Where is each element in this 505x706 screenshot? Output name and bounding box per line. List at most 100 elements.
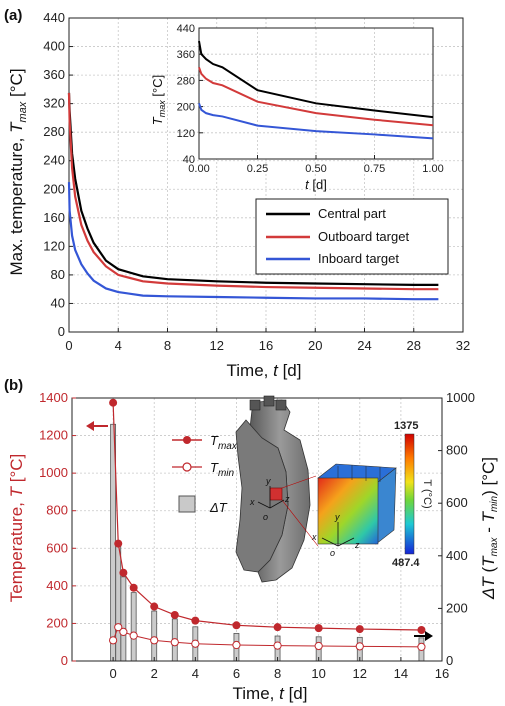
x-tick-label: 24 <box>357 338 371 353</box>
y2-tick-label: 800 <box>446 443 468 458</box>
tmax-point <box>150 603 158 611</box>
tmax-point <box>130 584 138 592</box>
x-tick-label: 0.50 <box>305 163 326 175</box>
legend-label-dt: ΔT <box>209 500 228 515</box>
dt-bar <box>131 593 136 661</box>
series-line-tmin <box>113 627 421 647</box>
y-tick-label: 200 <box>177 102 195 114</box>
x-tick-label: 6 <box>233 666 240 681</box>
y2-tick-label: 200 <box>446 600 468 615</box>
y-tick-label: 440 <box>177 23 195 35</box>
inset-xlabel: t [d] <box>305 177 327 192</box>
y-tick-label: 320 <box>43 96 65 111</box>
x-tick-label: 0.75 <box>364 163 385 175</box>
svg-text:x: x <box>311 532 317 542</box>
y-tick-label: 800 <box>46 503 68 518</box>
tmax-point <box>171 611 179 619</box>
panel-b-xlabel: Time, t [d] <box>233 684 308 703</box>
svg-text:y: y <box>334 512 340 522</box>
y-tick-label: 240 <box>43 153 65 168</box>
x-tick-label: 16 <box>259 338 273 353</box>
x-tick-label: 4 <box>192 666 199 681</box>
dt-bar <box>121 577 126 661</box>
tmin-point <box>356 643 363 650</box>
svg-text:o: o <box>330 548 335 558</box>
tmax-point <box>315 624 323 632</box>
tmax-point <box>232 621 240 629</box>
y-tick-label: 280 <box>43 124 65 139</box>
legend-marker-tmin <box>183 463 191 471</box>
dt-bar <box>116 545 121 661</box>
x-tick-label: 0.25 <box>247 163 268 175</box>
y-tick-label: 80 <box>51 267 65 282</box>
y-tick-label: 400 <box>43 39 65 54</box>
x-tick-label: 10 <box>311 666 325 681</box>
component-illustration: y x z o y x z o 1375 487.4 T (°C) <box>236 396 433 582</box>
y-tick-label: 120 <box>43 238 65 253</box>
colorbar: 1375 487.4 T (°C) <box>392 420 433 569</box>
panel-b-legend: Tmax Tmin ΔT <box>172 433 238 515</box>
x-tick-label: 12 <box>353 666 367 681</box>
tmax-point <box>109 399 117 407</box>
svg-text:o: o <box>263 512 268 522</box>
y2-tick-label: 400 <box>446 548 468 563</box>
x-tick-label: 2 <box>151 666 158 681</box>
legend-marker-tmax <box>183 436 191 444</box>
tmin-point <box>151 637 158 644</box>
y-tick-label: 400 <box>46 578 68 593</box>
y-tick-label: 200 <box>46 615 68 630</box>
y2-tick-label: 0 <box>446 653 453 668</box>
highlight-block <box>270 488 282 500</box>
tmax-point <box>191 617 199 625</box>
tmin-point <box>233 641 240 648</box>
panel-a-legend: Central part Outboard target Inboard tar… <box>256 199 448 274</box>
svg-text:z: z <box>354 540 360 550</box>
y-tick-label: 0 <box>58 324 65 339</box>
y-tick-label: 200 <box>43 181 65 196</box>
tmin-point <box>120 628 127 635</box>
svg-text:y: y <box>265 476 271 486</box>
panel-a-xlabel: Time, t [d] <box>227 361 302 380</box>
tmax-point <box>119 569 127 577</box>
y-tick-label: 1400 <box>39 390 68 405</box>
y-tick-label: 160 <box>43 210 65 225</box>
panel-b-letter: (b) <box>4 377 23 394</box>
tmin-point <box>130 632 137 639</box>
x-tick-label: 0 <box>109 666 116 681</box>
tmax-point <box>356 625 364 633</box>
y-tick-label: 40 <box>183 154 195 166</box>
inset-ylabel: Tmax [°C] <box>150 75 167 125</box>
x-tick-label: 4 <box>115 338 122 353</box>
tmax-point <box>274 623 282 631</box>
x-tick-label: 0 <box>65 338 72 353</box>
x-tick-label: 8 <box>274 666 281 681</box>
legend-label-central: Central part <box>318 206 386 221</box>
tmax-point <box>417 626 425 634</box>
y-tick-label: 360 <box>177 49 195 61</box>
x-tick-label: 28 <box>407 338 421 353</box>
tmin-point <box>315 642 322 649</box>
svg-text:x: x <box>249 497 255 507</box>
legend-label-inboard: Inboard target <box>318 251 399 266</box>
x-tick-label: 20 <box>308 338 322 353</box>
colorbar-max: 1375 <box>394 420 418 432</box>
tmin-point <box>418 643 425 650</box>
legend-label-tmin: Tmin <box>210 460 235 479</box>
svg-text:z: z <box>284 494 290 504</box>
panel-a-letter: (a) <box>4 7 22 24</box>
tmax-point <box>114 540 122 548</box>
panel-a-ylabel: Max. temperature, Tmax [°C] <box>7 68 29 275</box>
legend-swatch-dt <box>179 496 195 512</box>
x-tick-label: 12 <box>210 338 224 353</box>
panel-b-ylabel: Temperature, T [°C] <box>7 454 26 603</box>
y2-tick-label: 1000 <box>446 390 475 405</box>
divertor-cassette-shape <box>236 396 318 582</box>
y-tick-label: 360 <box>43 67 65 82</box>
y2-tick-label: 600 <box>446 495 468 510</box>
tmin-point <box>110 637 117 644</box>
temperature-field-block <box>318 464 396 544</box>
x-tick-label: 32 <box>456 338 470 353</box>
legend-label-outboard: Outboard target <box>318 229 409 244</box>
left-axis-arrow <box>86 421 108 431</box>
